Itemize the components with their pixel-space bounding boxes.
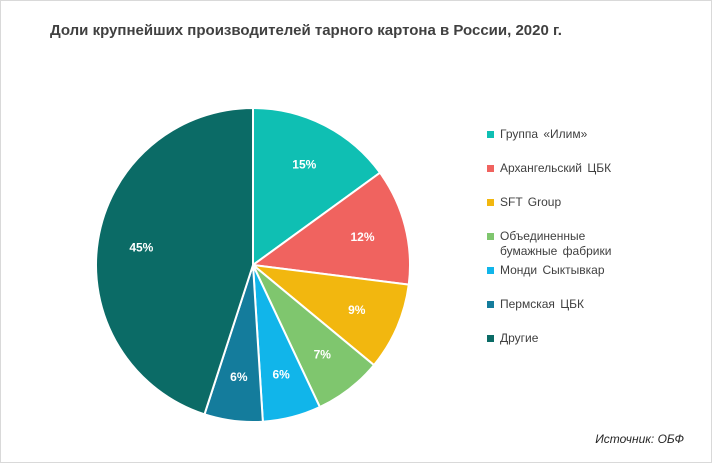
data-label-perm: 6%	[230, 370, 248, 384]
pie-slice-sft	[249, 263, 410, 367]
legend-label: Группа «Илим»	[500, 127, 588, 141]
data-label-sft: 9%	[348, 303, 366, 317]
legend-swatch	[487, 199, 494, 206]
legend-label: Монди Сыктывкар	[500, 263, 605, 277]
legend-swatch	[487, 335, 494, 342]
legend-item-arkhangelsk: Архангельский ЦБК	[487, 161, 611, 176]
legend-label: Архангельский ЦБК	[500, 161, 612, 175]
legend-item-perm: Пермская ЦБК	[487, 297, 584, 312]
legend-label: Другие	[500, 331, 539, 345]
legend-swatch	[487, 233, 494, 240]
pie-slice-other	[95, 106, 254, 416]
legend-label: SFT Group	[500, 195, 562, 209]
legend-item-obf: Объединенные бумажные фабрики	[487, 229, 611, 259]
legend-item-mondi: Монди Сыктывкар	[487, 263, 605, 278]
legend-item-other: Другие	[487, 331, 538, 346]
legend-swatch	[487, 131, 494, 138]
source-note: Источник: ОБФ	[595, 432, 684, 446]
data-label-mondi: 6%	[272, 367, 290, 381]
pie-slice-ilim	[252, 106, 382, 267]
legend-swatch	[487, 301, 494, 308]
chart-title: Доли крупнейших производителей тарного к…	[50, 22, 562, 39]
data-label-ilim: 15%	[292, 157, 316, 171]
legend-label: Пермская ЦБК	[500, 297, 584, 311]
legend-swatch	[487, 267, 494, 274]
legend-swatch	[487, 165, 494, 172]
data-label-arkhangelsk: 12%	[350, 230, 374, 244]
data-label-other: 45%	[129, 240, 153, 254]
legend-item-ilim: Группа «Илим»	[487, 127, 587, 142]
data-label-obf: 7%	[314, 347, 332, 361]
legend-item-sft: SFT Group	[487, 195, 561, 210]
pie-slice-arkhangelsk	[250, 171, 411, 286]
legend-label: Объединенные бумажные фабрики	[500, 229, 612, 258]
